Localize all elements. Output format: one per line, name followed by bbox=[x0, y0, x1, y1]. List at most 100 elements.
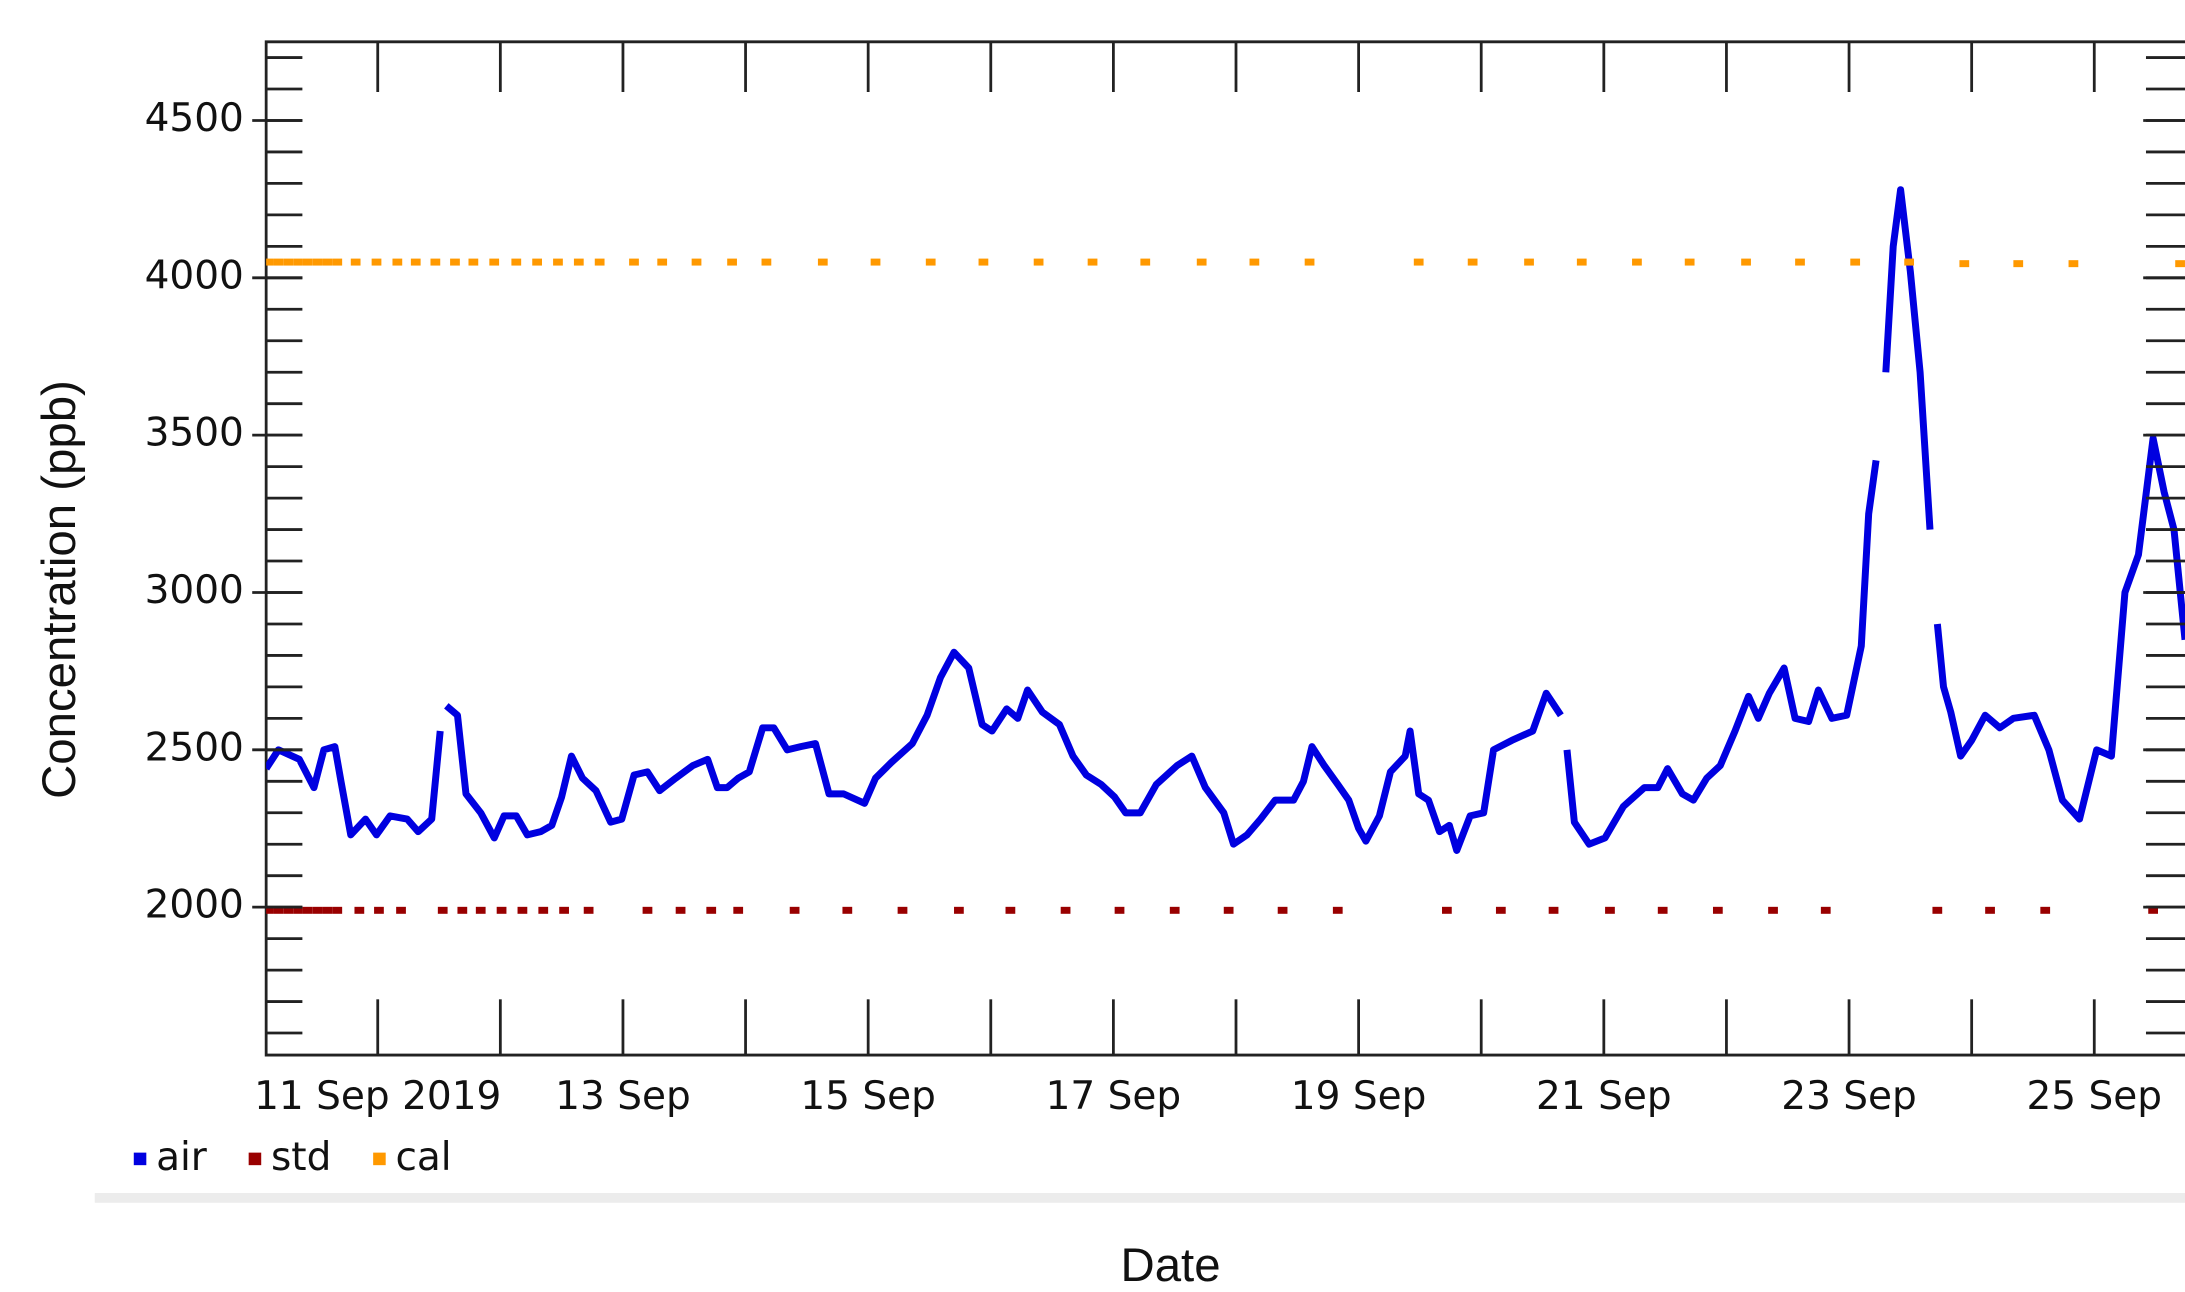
std-marker bbox=[1768, 906, 1778, 914]
x-tick-label: 23 Sep bbox=[1781, 1074, 1917, 1119]
cal-marker bbox=[594, 258, 605, 266]
std-marker bbox=[789, 906, 800, 914]
std-marker bbox=[396, 906, 406, 914]
cal-marker bbox=[332, 258, 343, 266]
std-marker bbox=[1820, 906, 1831, 914]
std-marker bbox=[1114, 906, 1125, 914]
cal-marker bbox=[392, 258, 403, 266]
cal-marker bbox=[312, 258, 323, 266]
cal-marker bbox=[761, 258, 772, 266]
std-marker bbox=[354, 906, 365, 914]
std-marker bbox=[457, 906, 468, 914]
cal-marker bbox=[322, 258, 333, 266]
std-marker bbox=[517, 906, 528, 914]
cal-marker bbox=[1850, 258, 1861, 266]
x-axis-label: Date bbox=[1121, 1239, 1221, 1292]
std-marker bbox=[1223, 906, 1234, 914]
cal-marker bbox=[1795, 258, 1805, 266]
cal-marker bbox=[1196, 258, 1207, 266]
std-marker bbox=[1605, 906, 1615, 914]
std-marker bbox=[642, 906, 653, 914]
cal-marker bbox=[1741, 258, 1751, 266]
legend-swatch bbox=[373, 1152, 386, 1166]
cal-marker bbox=[629, 258, 639, 266]
std-marker bbox=[1060, 906, 1071, 914]
std-marker bbox=[437, 906, 448, 914]
cal-marker bbox=[1684, 258, 1695, 266]
std-marker bbox=[675, 906, 686, 914]
std-marker bbox=[1657, 906, 1668, 914]
cal-marker bbox=[817, 258, 828, 266]
std-marker bbox=[283, 906, 294, 914]
cal-marker bbox=[350, 258, 361, 266]
cal-marker bbox=[1304, 258, 1315, 266]
std-marker bbox=[1548, 906, 1559, 914]
cal-marker bbox=[1033, 258, 1044, 266]
cal-marker bbox=[293, 258, 303, 266]
std-marker bbox=[1985, 906, 1995, 914]
legend-label: air bbox=[156, 1135, 208, 1180]
legend-label: std bbox=[271, 1135, 331, 1180]
legend-swatch bbox=[133, 1152, 147, 1166]
std-marker bbox=[332, 906, 343, 914]
cal-marker bbox=[1249, 258, 1260, 266]
x-tick-label: 19 Sep bbox=[1291, 1074, 1427, 1119]
cal-marker bbox=[727, 258, 737, 266]
cal-marker bbox=[2013, 260, 2024, 268]
cal-marker bbox=[1467, 258, 1478, 266]
std-marker bbox=[1495, 906, 1506, 914]
cal-marker bbox=[1632, 258, 1642, 266]
cal-marker bbox=[2175, 260, 2185, 268]
std-marker bbox=[1932, 906, 1943, 914]
cal-marker bbox=[573, 258, 584, 266]
cal-marker bbox=[1959, 260, 1970, 268]
cal-marker bbox=[489, 258, 500, 266]
std-marker bbox=[733, 906, 744, 914]
y-tick-label: 4500 bbox=[145, 96, 244, 141]
x-tick-label: 15 Sep bbox=[800, 1074, 936, 1119]
cal-marker bbox=[302, 258, 313, 266]
std-marker bbox=[842, 906, 853, 914]
std-marker bbox=[1169, 906, 1180, 914]
y-tick-label: 2500 bbox=[145, 725, 244, 770]
std-marker bbox=[1712, 906, 1723, 914]
std-marker bbox=[475, 906, 486, 914]
std-marker bbox=[496, 906, 507, 914]
std-marker bbox=[559, 906, 569, 914]
std-marker bbox=[1442, 906, 1452, 914]
std-marker bbox=[1005, 906, 1016, 914]
std-marker bbox=[1277, 906, 1288, 914]
x-tick-label: 13 Sep bbox=[555, 1074, 691, 1119]
cal-marker bbox=[2068, 260, 2079, 268]
std-marker bbox=[2040, 906, 2051, 914]
std-marker bbox=[538, 906, 549, 914]
std-marker bbox=[897, 906, 908, 914]
cal-marker bbox=[1140, 258, 1151, 266]
std-marker bbox=[273, 906, 284, 914]
y-axis-label: Concentration (ppb) bbox=[33, 380, 86, 799]
cal-marker bbox=[511, 258, 522, 266]
std-marker bbox=[322, 906, 333, 914]
y-tick-label: 2000 bbox=[145, 883, 244, 928]
air-line bbox=[266, 186, 2185, 854]
std-marker bbox=[302, 906, 313, 914]
std-marker bbox=[1332, 906, 1343, 914]
cal-marker bbox=[978, 258, 989, 266]
cal-marker bbox=[870, 258, 881, 266]
cal-marker bbox=[1087, 258, 1098, 266]
y-tick-label: 3500 bbox=[145, 411, 244, 456]
std-marker bbox=[583, 906, 594, 914]
cal-marker bbox=[283, 258, 294, 266]
plot-frame bbox=[264, 40, 2185, 1057]
cal-marker bbox=[1576, 258, 1587, 266]
y-tick-label: 3000 bbox=[145, 568, 244, 613]
cal-marker bbox=[1524, 258, 1534, 266]
cal-marker bbox=[371, 258, 382, 266]
std-marker bbox=[312, 906, 323, 914]
cal-marker bbox=[925, 258, 936, 266]
cal-marker bbox=[657, 258, 668, 266]
cal-marker bbox=[266, 258, 274, 266]
cal-marker bbox=[430, 258, 441, 266]
cal-marker bbox=[1904, 258, 1915, 266]
